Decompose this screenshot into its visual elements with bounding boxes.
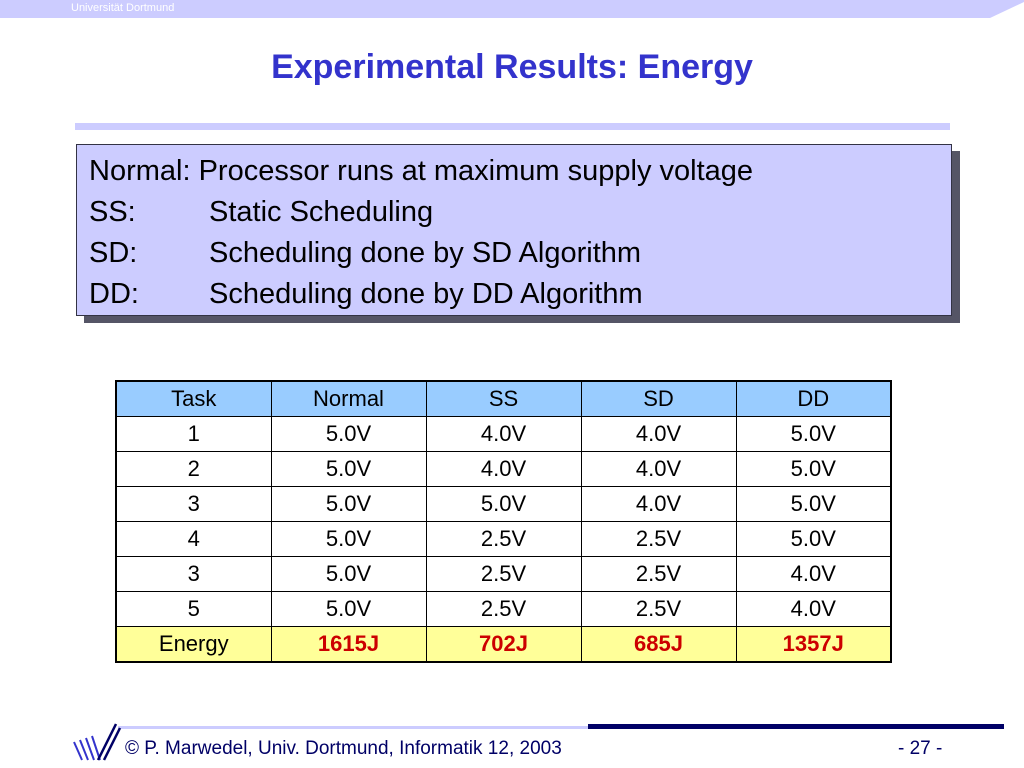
header-bar [0, 0, 1024, 18]
definition-term: SS: [89, 196, 136, 228]
table-cell: 2.5V [580, 521, 737, 557]
table-cell: 3 [115, 486, 272, 522]
column-header: Normal [270, 380, 427, 417]
table-cell: 3 [115, 556, 272, 592]
table-cell: 4.0V [425, 451, 582, 487]
table-cell: 4.0V [735, 556, 892, 592]
definition-normal-text: Normal: Processor runs at maximum supply… [89, 155, 754, 187]
table-cell: 5.0V [270, 591, 427, 627]
table-cell: 5.0V [425, 486, 582, 522]
page-title: Experimental Results: Energy [271, 48, 753, 86]
title-divider [75, 123, 950, 130]
energy-value: 685J [580, 626, 737, 663]
column-header: DD [735, 380, 892, 417]
definition-dd: DD: Scheduling done by DD Algorithm [89, 278, 643, 311]
results-table: Task Normal SS SD DD 1 5.0V 4.0V 4.0V 5.… [115, 380, 892, 663]
table-row: 3 5.0V 2.5V 2.5V 4.0V [115, 556, 892, 592]
page-number: - 27 - [898, 738, 943, 759]
table-cell: 5.0V [735, 451, 892, 487]
table-row: 3 5.0V 5.0V 4.0V 5.0V [115, 486, 892, 522]
table-cell: 4.0V [580, 451, 737, 487]
table-cell: 4.0V [580, 416, 737, 452]
definition-normal: Normal: Processor runs at maximum supply… [89, 155, 753, 188]
table-row: 1 5.0V 4.0V 4.0V 5.0V [115, 416, 892, 452]
table-cell: 5.0V [735, 416, 892, 452]
table-cell: 5.0V [270, 486, 427, 522]
table-cell: 5.0V [270, 521, 427, 557]
table-cell: 5.0V [735, 521, 892, 557]
university-name: Universität Dortmund [71, 2, 175, 14]
table-cell: 2.5V [580, 591, 737, 627]
definition-text: Static Scheduling [209, 196, 434, 228]
table-cell: 4.0V [580, 486, 737, 522]
table-cell: 1 [115, 416, 272, 452]
table-cell: 2.5V [425, 521, 582, 557]
table-cell: 5.0V [270, 451, 427, 487]
table-cell: 4 [115, 521, 272, 557]
definition-term: DD: [89, 278, 139, 310]
table-cell: 2.5V [425, 591, 582, 627]
table-cell: 5.0V [270, 556, 427, 592]
definition-text: Scheduling done by DD Algorithm [209, 278, 643, 310]
table-cell: 5.0V [270, 416, 427, 452]
table-cell: 5.0V [735, 486, 892, 522]
table-cell: 2.5V [425, 556, 582, 592]
university-logo-icon [73, 723, 122, 761]
table-row: 4 5.0V 2.5V 2.5V 5.0V [115, 521, 892, 557]
definition-term: SD: [89, 237, 138, 269]
definition-box: Normal: Processor runs at maximum supply… [76, 144, 952, 316]
column-header: Task [115, 380, 272, 417]
footer-divider-light [118, 726, 588, 729]
column-header: SS [425, 380, 582, 417]
table-cell: 4.0V [735, 591, 892, 627]
table-cell: 4.0V [425, 416, 582, 452]
energy-value: 1357J [735, 626, 892, 663]
table-row: 5 5.0V 2.5V 2.5V 4.0V [115, 591, 892, 627]
definition-sd: SD: Scheduling done by SD Algorithm [89, 237, 641, 270]
energy-value: 1615J [270, 626, 427, 663]
column-header: SD [580, 380, 737, 417]
table-cell: 2 [115, 451, 272, 487]
table-row: 2 5.0V 4.0V 4.0V 5.0V [115, 451, 892, 487]
energy-row: Energy 1615J 702J 685J 1357J [115, 626, 892, 663]
energy-value: 702J [425, 626, 582, 663]
table-cell: 2.5V [580, 556, 737, 592]
footer-divider-dark [588, 724, 1004, 729]
definition-text: Scheduling done by SD Algorithm [209, 237, 642, 269]
definition-ss: SS: Static Scheduling [89, 196, 433, 229]
table-header-row: Task Normal SS SD DD [115, 380, 892, 417]
energy-label: Energy [115, 626, 272, 663]
table-cell: 5 [115, 591, 272, 627]
footer-copyright: © P. Marwedel, Univ. Dortmund, Informati… [125, 738, 562, 759]
